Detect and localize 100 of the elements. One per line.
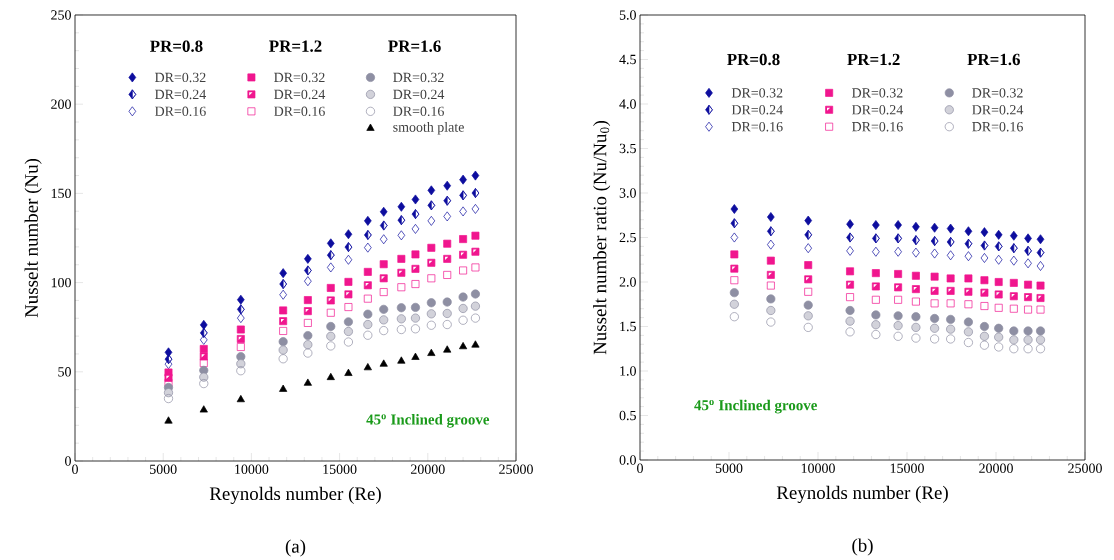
legend-label: DR=0.16: [731, 121, 783, 132]
point: [871, 320, 881, 330]
point: [912, 235, 920, 246]
y-tick-label: 4.0: [619, 99, 636, 109]
point: [894, 246, 902, 257]
point: [994, 241, 1003, 252]
point: [397, 283, 406, 292]
point: [767, 212, 775, 222]
point: [344, 368, 353, 376]
y-tick-label: 1.0: [620, 366, 636, 376]
point: [326, 341, 336, 351]
point: [872, 246, 880, 257]
point: [397, 215, 406, 226]
point: [459, 342, 468, 350]
point: [379, 234, 388, 245]
point: [846, 293, 854, 302]
point: [343, 317, 353, 327]
point: [427, 274, 436, 283]
annotation: PR=1.6: [388, 40, 441, 52]
point: [379, 260, 388, 269]
point: [236, 343, 245, 351]
point: [363, 319, 373, 330]
point: [426, 309, 436, 319]
legend-label: DR=0.32: [731, 88, 783, 98]
x-axis-title: Reynolds number (Re): [209, 486, 381, 504]
y-tick-label: 5.0: [619, 10, 636, 20]
point: [1024, 258, 1032, 269]
point: [426, 298, 436, 308]
point: [396, 314, 406, 324]
point: [730, 218, 739, 229]
point: [846, 232, 854, 243]
legend-label: DR=0.24: [274, 89, 326, 100]
point: [1009, 344, 1019, 354]
point: [470, 301, 480, 311]
legend-label: DR=0.32: [972, 88, 1023, 98]
y-tick-label: 3.0: [619, 188, 636, 198]
point: [278, 345, 288, 355]
point: [344, 229, 353, 240]
point: [1036, 247, 1045, 258]
point: [459, 266, 468, 275]
point: [871, 329, 881, 340]
point: [410, 302, 420, 312]
point: [1009, 278, 1018, 287]
point: [396, 303, 406, 313]
point: [364, 230, 372, 240]
point: [343, 337, 353, 347]
legend-label: DR=0.16: [154, 106, 206, 117]
point: [397, 201, 406, 212]
y-tick-label: 3.5: [619, 143, 636, 154]
point: [327, 250, 335, 261]
y-tick-label: 100: [51, 277, 71, 288]
point: [766, 317, 776, 327]
point: [458, 303, 468, 313]
point: [911, 271, 920, 280]
point: [964, 238, 973, 249]
annotation: PR=1.2: [847, 53, 900, 66]
point: [326, 308, 335, 317]
x-tick-label: 25000: [1068, 463, 1102, 473]
point: [344, 254, 353, 265]
point: [963, 317, 973, 327]
legend-label: DR=0.16: [972, 121, 1023, 132]
point: [804, 287, 813, 296]
legend-label: DR=0.24: [393, 89, 445, 100]
x-tick-label: 15000: [890, 463, 924, 473]
point: [930, 236, 939, 246]
point: [326, 321, 336, 332]
legend-label: DR=0.16: [393, 106, 444, 117]
legend-label: DR=0.24: [972, 105, 1024, 115]
point: [278, 337, 288, 347]
point: [871, 269, 880, 278]
y-tick-label: 0.5: [619, 410, 636, 421]
point: [326, 331, 336, 341]
point: [199, 334, 208, 345]
point: [427, 200, 436, 211]
x-axis-title: Reynolds number (Re): [776, 485, 948, 503]
point: [470, 313, 480, 323]
point: [767, 226, 775, 237]
point: [911, 333, 921, 343]
point: [236, 366, 246, 376]
point: [893, 321, 903, 331]
point: [846, 219, 854, 230]
point: [397, 356, 406, 364]
point: [729, 299, 739, 309]
point: [458, 292, 468, 302]
point: [443, 195, 451, 206]
point: [471, 340, 480, 348]
point: [1024, 305, 1032, 314]
point: [893, 311, 903, 321]
point: [1036, 305, 1045, 314]
point: [199, 345, 208, 353]
point: [470, 289, 480, 299]
point: [766, 305, 776, 316]
point: [344, 303, 353, 311]
point: [279, 384, 288, 392]
point: [846, 245, 854, 256]
point: [980, 276, 989, 285]
x-tick-label: 0: [72, 464, 78, 474]
point: [427, 348, 436, 356]
point: [766, 281, 775, 290]
x-tick-label: 25000: [499, 464, 533, 474]
